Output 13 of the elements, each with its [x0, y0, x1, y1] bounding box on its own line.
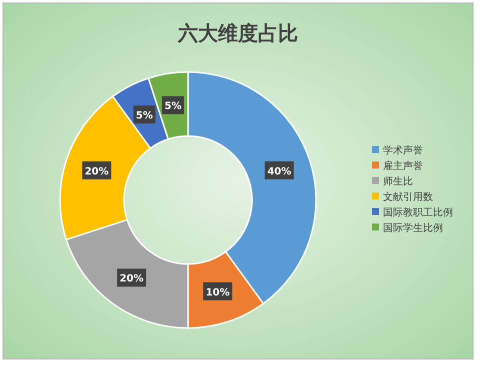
data-label: 5%: [136, 110, 153, 122]
data-label: 40%: [267, 166, 292, 178]
legend-label: 文献引用数: [383, 191, 433, 203]
data-label: 20%: [120, 274, 144, 285]
data-label: 20%: [84, 166, 109, 178]
data-label: 10%: [206, 287, 230, 298]
slice-label: 学术声誉: [383, 144, 423, 156]
chart-title: 六大维度占比: [177, 21, 298, 45]
data-label: 5%: [164, 101, 182, 112]
legend-label: 国际教职工比例: [383, 206, 453, 218]
legend-label: 师生比: [383, 176, 413, 188]
legend-label: 国际学生比例: [383, 222, 443, 234]
legend-label: 雇主声誉: [383, 160, 423, 172]
